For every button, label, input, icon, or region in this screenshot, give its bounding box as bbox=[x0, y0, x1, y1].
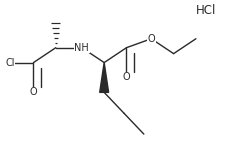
Text: O: O bbox=[123, 72, 130, 83]
Text: Cl: Cl bbox=[5, 58, 15, 68]
Text: HCl: HCl bbox=[196, 4, 216, 17]
Polygon shape bbox=[100, 63, 109, 92]
Text: O: O bbox=[30, 87, 37, 97]
Text: NH: NH bbox=[74, 43, 89, 53]
Text: O: O bbox=[148, 34, 155, 44]
